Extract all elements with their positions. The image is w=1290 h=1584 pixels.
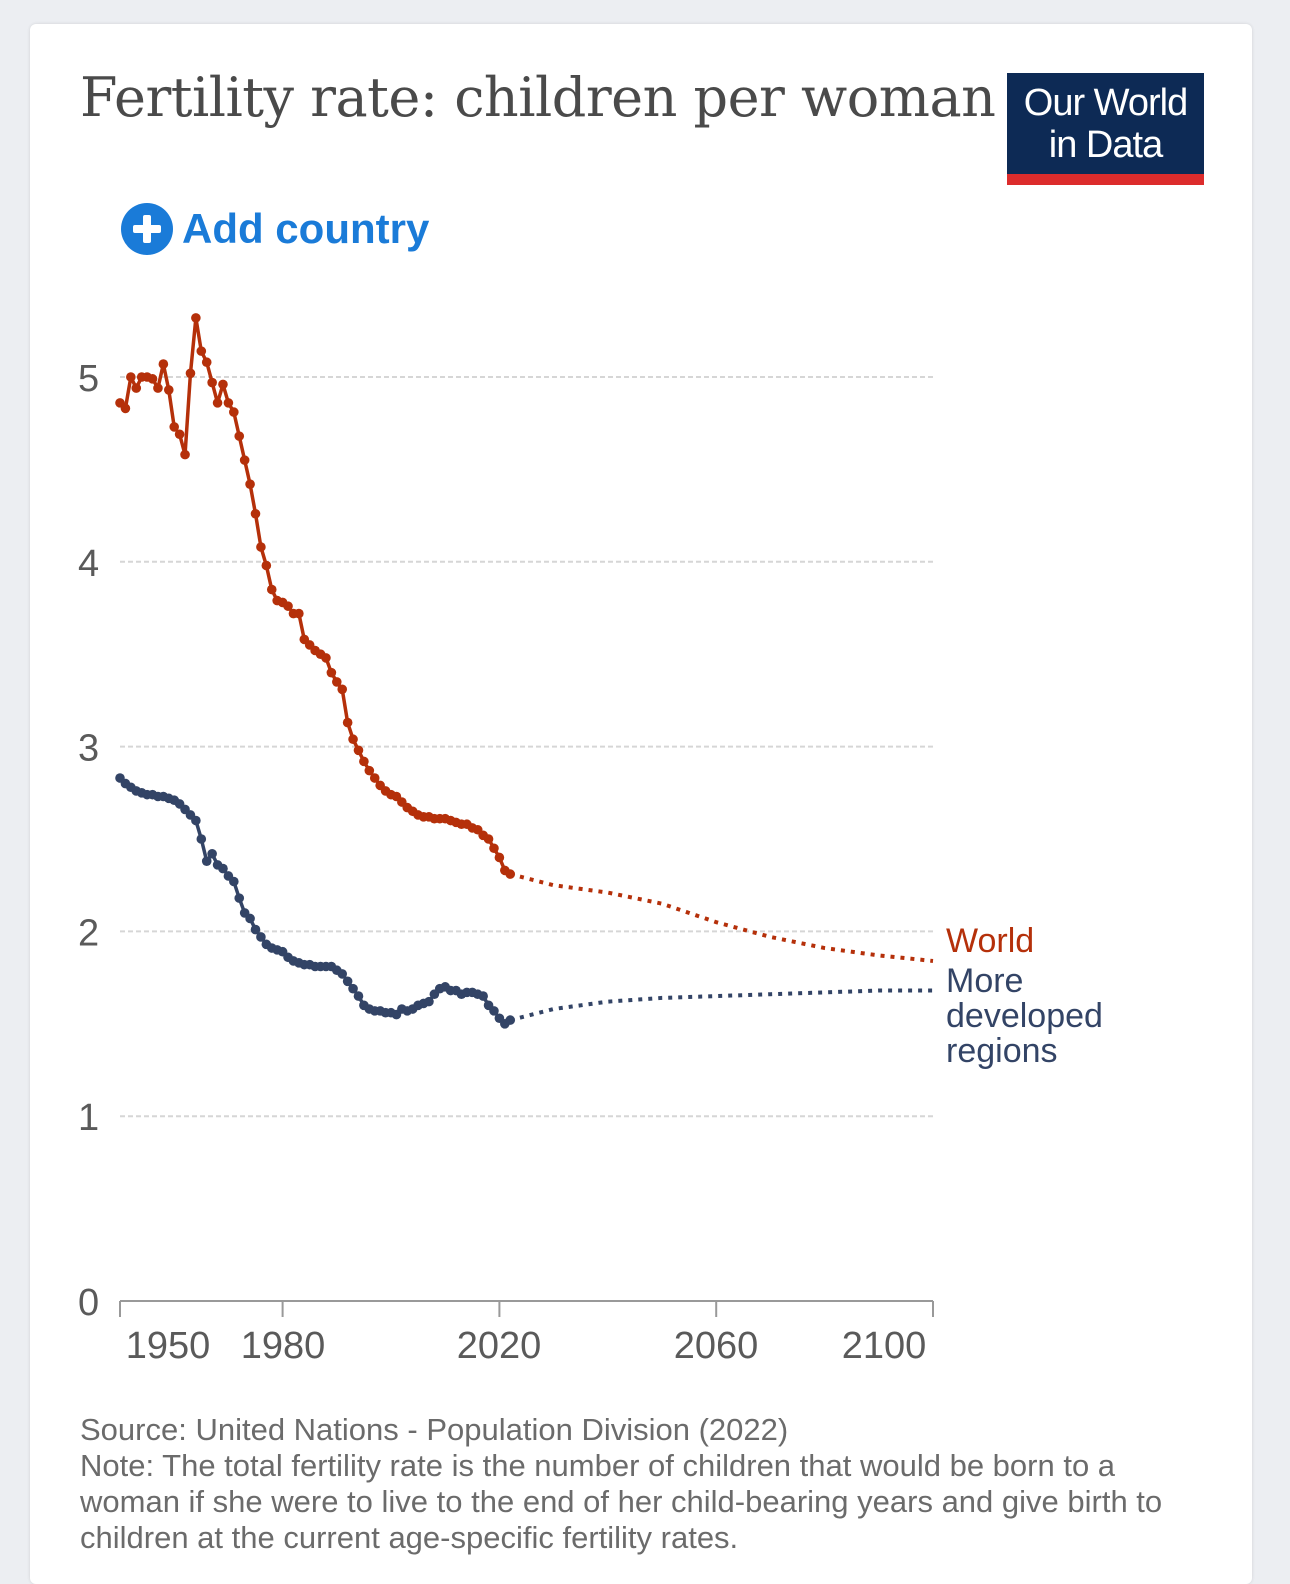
data-point-world-1952 <box>126 372 136 382</box>
y-tick-label-4: 4 <box>78 543 99 585</box>
data-point-world-1963 <box>185 368 196 379</box>
series-label-world: World <box>946 922 1034 960</box>
x-tick-label-2020: 2020 <box>457 1325 542 1367</box>
series-label-developed-line-1: More <box>946 962 1023 1000</box>
data-point-world-1957 <box>153 383 163 393</box>
chart-card <box>30 24 1252 1584</box>
data-point-world-1995 <box>359 756 369 767</box>
data-point-developed-1993 <box>348 983 358 994</box>
data-point-world-1966 <box>201 357 212 368</box>
data-point-world-1967 <box>207 377 217 388</box>
data-point-developed-1972 <box>234 893 245 903</box>
data-point-developed-1974 <box>245 913 255 924</box>
data-point-world-1990 <box>332 677 342 687</box>
data-point-world-2018 <box>483 834 494 844</box>
data-point-world-1972 <box>234 431 245 441</box>
data-point-developed-1975 <box>250 924 261 935</box>
data-point-developed-1966 <box>201 856 212 866</box>
series-label-developed-line-3: regions <box>946 1032 1058 1070</box>
logo-line-2: in Data <box>1048 124 1163 166</box>
y-tick-label-3: 3 <box>78 728 99 770</box>
data-point-developed-1991 <box>337 969 348 979</box>
add-country-button[interactable]: Add country <box>121 203 429 255</box>
data-point-world-1993 <box>348 734 358 745</box>
y-tick-label-2: 2 <box>78 912 99 954</box>
data-point-world-1977 <box>261 560 272 571</box>
data-point-world-1965 <box>196 346 207 356</box>
data-point-developed-1967 <box>207 848 217 859</box>
data-point-world-1997 <box>369 773 380 783</box>
data-point-world-1989 <box>326 667 337 678</box>
data-point-world-1973 <box>239 455 250 465</box>
data-point-developed-1964 <box>191 815 201 826</box>
data-point-world-1958 <box>158 359 169 369</box>
data-point-world-1961 <box>174 429 185 440</box>
series-label-developed-line-2: developed <box>946 997 1103 1035</box>
y-tick-label-5: 5 <box>78 358 99 400</box>
note-line-1: Note: The total fertility rate is the nu… <box>80 1448 1116 1483</box>
x-tick-label-1950: 1950 <box>126 1325 211 1367</box>
data-point-world-2020 <box>494 852 505 863</box>
series-label-developed: More developed regions <box>946 962 1103 1070</box>
data-point-world-1976 <box>256 542 266 552</box>
data-point-world-1956 <box>147 374 158 384</box>
y-tick-label-0: 0 <box>78 1282 99 1324</box>
data-point-world-1969 <box>218 379 228 390</box>
data-point-world-1971 <box>229 407 239 417</box>
data-point-developed-1994 <box>353 991 364 1001</box>
add-country-label: Add country <box>182 205 430 252</box>
data-point-world-1960 <box>169 422 179 432</box>
x-tick-label-2100: 2100 <box>842 1325 927 1367</box>
data-point-world-1988 <box>321 653 331 663</box>
chart-title: Fertility rate: children per woman <box>80 66 996 129</box>
data-point-world-1975 <box>250 508 261 519</box>
data-point-world-1970 <box>223 398 234 408</box>
data-point-developed-1965 <box>196 834 207 844</box>
data-point-world-1981 <box>283 601 293 611</box>
data-point-world-1964 <box>191 313 201 323</box>
source-text: Source: United Nations - Population Divi… <box>80 1412 789 1447</box>
data-point-developed-1992 <box>342 976 353 987</box>
data-point-world-1992 <box>342 717 353 728</box>
data-point-world-1978 <box>266 584 277 595</box>
projection-line-world <box>509 872 934 963</box>
data-point-world-1951 <box>120 403 131 414</box>
data-point-developed-2007 <box>424 996 434 1007</box>
data-point-developed-2019 <box>489 1006 499 1016</box>
data-point-world-1983 <box>294 608 304 619</box>
data-point-world-1959 <box>163 385 174 395</box>
data-point-developed-1971 <box>229 876 239 887</box>
x-tick-label-2060: 2060 <box>674 1325 759 1367</box>
projection-line-developed <box>509 988 933 1023</box>
data-point-developed-1976 <box>256 932 266 942</box>
x-tick-label-1980: 1980 <box>241 1325 326 1367</box>
data-point-world-1994 <box>353 745 364 756</box>
data-point-world-1991 <box>337 684 348 695</box>
data-point-world-1974 <box>245 479 255 489</box>
note-line-3: children at the current age-specific fer… <box>80 1520 739 1555</box>
data-point-developed-2017 <box>478 991 488 1001</box>
chart-footer: Source: United Nations - Population Divi… <box>80 1412 1230 1556</box>
data-point-world-1953 <box>131 383 142 393</box>
data-point-world-1968 <box>212 398 223 408</box>
data-point-world-1962 <box>180 449 190 460</box>
note-line-2: woman if she were to live to the end of … <box>80 1484 1163 1519</box>
series-line-world <box>118 316 512 876</box>
data-point-world-1996 <box>364 765 375 776</box>
plus-circle-icon <box>121 203 173 255</box>
logo-line-1: Our World <box>1023 82 1188 124</box>
data-point-world-2019 <box>489 843 499 854</box>
data-point-developed-1969 <box>218 863 228 874</box>
y-tick-label-1: 1 <box>78 1097 99 1139</box>
owid-logo[interactable]: Our World in Data <box>1007 73 1204 185</box>
